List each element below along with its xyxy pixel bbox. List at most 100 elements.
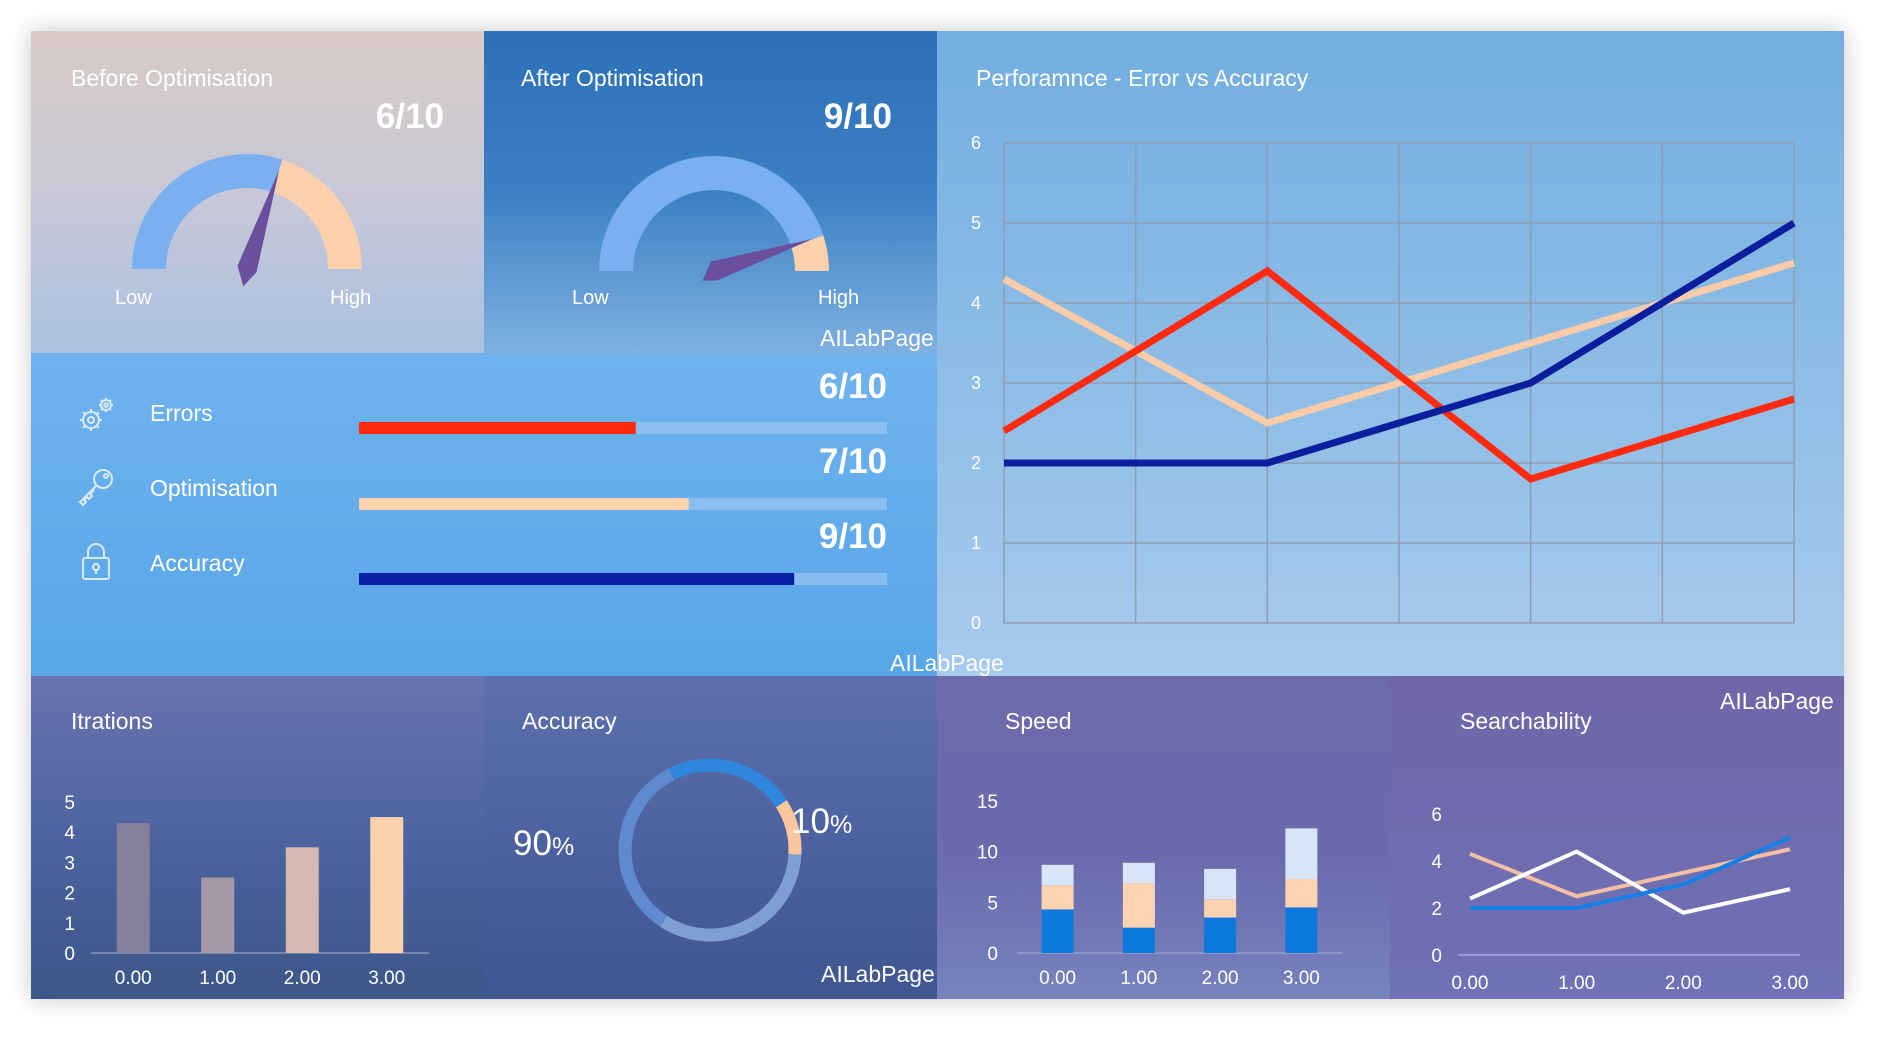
gauge-low-arc [599, 156, 824, 272]
y-tick-label: 5 [971, 213, 981, 233]
speed-chart-panel: Speed 0 5 10 15 0.00 1.00 2.00 3.00 [937, 676, 1390, 999]
stacked-bar-segment [1204, 899, 1237, 918]
dashboard-frame: Before Optimisation 6/10 Low High After … [31, 31, 1844, 999]
score-label: 9/10 [823, 97, 892, 136]
gauge-chart [132, 154, 362, 287]
x-tick-label: 2.00 [1665, 973, 1702, 994]
panel-title: After Optimisation [521, 65, 704, 91]
key-icon [78, 469, 113, 507]
y-tick-label: 6 [1431, 805, 1442, 826]
bar [285, 847, 319, 953]
optimisation-score-label: 7/10 [818, 442, 887, 481]
y-tick-label: 4 [971, 293, 981, 313]
searchability-line-chart: 0 2 4 6 0.00 1.00 2.00 3.00 [1431, 805, 1809, 994]
chart-title: Searchability [1460, 708, 1592, 734]
chart-title: Perforamnce - Error vs Accuracy [976, 65, 1309, 91]
gauge-high-arc [790, 235, 829, 272]
y-tick-label: 10 [977, 843, 998, 864]
y-tick-label: 3 [64, 853, 75, 874]
y-tick-label: 4 [1431, 852, 1442, 873]
donut-segment-main [660, 853, 802, 942]
panel-title: Before Optimisation [71, 65, 273, 91]
watermark: AILabPage [890, 650, 1004, 676]
gauge-needle [237, 170, 280, 287]
chart-title: Itrations [71, 708, 153, 734]
y-tick-label: 3 [971, 373, 981, 393]
gauge-high-arc [271, 159, 362, 270]
stacked-bar-segment [1285, 907, 1318, 953]
metric-bar-fill [359, 573, 795, 585]
iterations-bar-chart: 0 1 2 3 4 5 0.00 1.00 2.00 3.00 [64, 793, 429, 989]
x-tick-label: 2.00 [284, 968, 321, 989]
stacked-bar-segment [1041, 909, 1074, 953]
accuracy-label: Accuracy [150, 550, 245, 576]
before-optimisation-panel: Before Optimisation 6/10 Low High [31, 31, 484, 353]
gauge-chart [599, 156, 829, 281]
watermark: AILabPage [1720, 688, 1834, 714]
x-tick-label: 0.00 [1452, 973, 1489, 994]
minor-percent-label: 10% [791, 802, 852, 842]
x-tick-label: 3.00 [1772, 973, 1809, 994]
y-tick-label: 0 [971, 613, 981, 633]
series-line [1469, 849, 1791, 915]
watermark: AILabPage [821, 961, 935, 987]
x-tick-label: 0.00 [1039, 968, 1076, 989]
stacked-bar-segment [1285, 828, 1318, 880]
bar [116, 823, 150, 953]
x-tick-label: 3.00 [1283, 968, 1320, 989]
y-tick-label: 15 [977, 792, 998, 813]
y-tick-label: 2 [971, 453, 981, 473]
stacked-bar-segment [1122, 883, 1155, 928]
gauge-low-label: Low [572, 287, 609, 309]
watermark: AILabPage [820, 325, 934, 351]
x-tick-label: 1.00 [1120, 968, 1157, 989]
main-percent-number: 90 [513, 824, 552, 863]
searchability-chart-panel: Searchability AILabPage 0 2 4 6 0.00 1.00 2.00… [1390, 676, 1844, 999]
stacked-bar-segment [1122, 927, 1155, 953]
performance-line-chart: 0 1 2 3 4 5 6 [971, 133, 1796, 633]
after-optimisation-panel: After Optimisation 9/10 Low High AILabPa… [484, 31, 937, 353]
minor-percent-sign: % [829, 811, 853, 839]
accuracy-donut-panel: Accuracy 90% 10% AILabPage [484, 676, 937, 999]
x-tick-label: 1.00 [199, 968, 236, 989]
y-tick-label: 0 [987, 944, 998, 965]
donut-segment-minor [775, 800, 802, 855]
errors-label: Errors [150, 400, 213, 426]
y-tick-label: 0 [64, 944, 75, 965]
chart-title: Accuracy [522, 708, 617, 734]
metric-bar-fill [359, 422, 636, 434]
gauge-needle [702, 238, 813, 281]
x-tick-label: 3.00 [368, 968, 405, 989]
y-tick-label: 1 [971, 533, 981, 553]
iterations-chart-panel: Itrations 0 1 2 3 4 5 0.00 1.00 2.00 3.00 [31, 676, 484, 999]
lock-icon [82, 543, 110, 580]
gauge-low-label: Low [115, 287, 152, 309]
optimisation-label: Optimisation [150, 475, 278, 501]
gauge-low-arc [132, 154, 283, 270]
chart-title: Speed [1005, 708, 1072, 734]
x-tick-label: 1.00 [1558, 973, 1595, 994]
y-tick-label: 6 [971, 133, 981, 153]
y-tick-label: 0 [1431, 946, 1442, 967]
x-tick-label: 2.00 [1202, 968, 1239, 989]
accuracy-donut-chart [618, 758, 802, 942]
main-percent-label: 90% [513, 824, 574, 864]
series-line [1470, 835, 1791, 910]
metric-bars [359, 422, 887, 585]
accuracy-score-label: 9/10 [818, 517, 887, 556]
stacked-bar-segment [1204, 868, 1237, 900]
speed-stacked-bar-chart: 0 5 10 15 0.00 1.00 2.00 3.00 [977, 792, 1342, 989]
main-percent-sign: % [551, 833, 575, 861]
y-tick-label: 2 [1431, 899, 1442, 920]
y-tick-label: 5 [64, 793, 75, 814]
stacked-bar-segment [1285, 879, 1318, 908]
gauge-high-label: High [330, 287, 372, 309]
y-tick-label: 4 [64, 823, 75, 844]
series-line [1469, 847, 1791, 899]
bar [201, 877, 235, 953]
x-tick-label: 0.00 [115, 968, 152, 989]
y-tick-label: 5 [987, 893, 998, 914]
gauge-high-label: High [818, 287, 860, 309]
score-label: 6/10 [375, 97, 444, 136]
metrics-panel: 6/10 Errors 7/10 Optimisation 9/10 [31, 353, 937, 676]
